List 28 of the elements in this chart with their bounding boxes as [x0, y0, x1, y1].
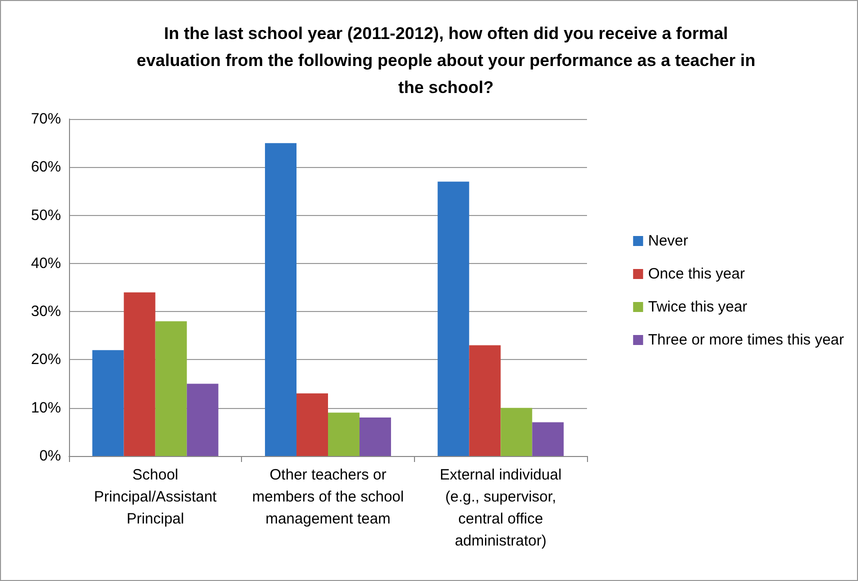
bar [469, 345, 501, 456]
y-tick-label: 70% [30, 110, 61, 128]
legend-label: Twice this year [648, 298, 748, 316]
bar [124, 292, 156, 456]
legend-label: Never [648, 232, 688, 250]
x-tick-label: Other teachers or members of the school management team [252, 466, 404, 528]
bar [438, 182, 470, 456]
chart-title: In the last school year (2011-2012), how often did you receive a formal evaluation from the following people about your performance as a teacher in the school? [136, 24, 756, 97]
legend-label: Once this year [648, 266, 745, 282]
y-tick-label: 60% [30, 158, 61, 176]
x-tick-label: School Principal/Assistant Principal [94, 466, 218, 528]
bar [264, 143, 296, 456]
bar [360, 417, 392, 456]
x-tick-label: External individual (e.g., supervisor, central office administrator) [440, 466, 562, 550]
bar [500, 408, 532, 456]
y-tick-label: 20% [30, 351, 61, 368]
y-tick-label: 0% [39, 448, 61, 464]
y-tick-label: 40% [30, 254, 61, 272]
bar [186, 384, 218, 456]
y-tick-label: 10% [30, 399, 61, 416]
legend-label: Three or more times this year [648, 332, 844, 348]
bar [155, 321, 187, 456]
bar [92, 350, 124, 456]
bar [296, 393, 328, 456]
y-tick-label: 50% [30, 206, 61, 224]
y-tick-label: 30% [30, 303, 61, 320]
bar [532, 422, 564, 456]
bar [328, 412, 360, 456]
